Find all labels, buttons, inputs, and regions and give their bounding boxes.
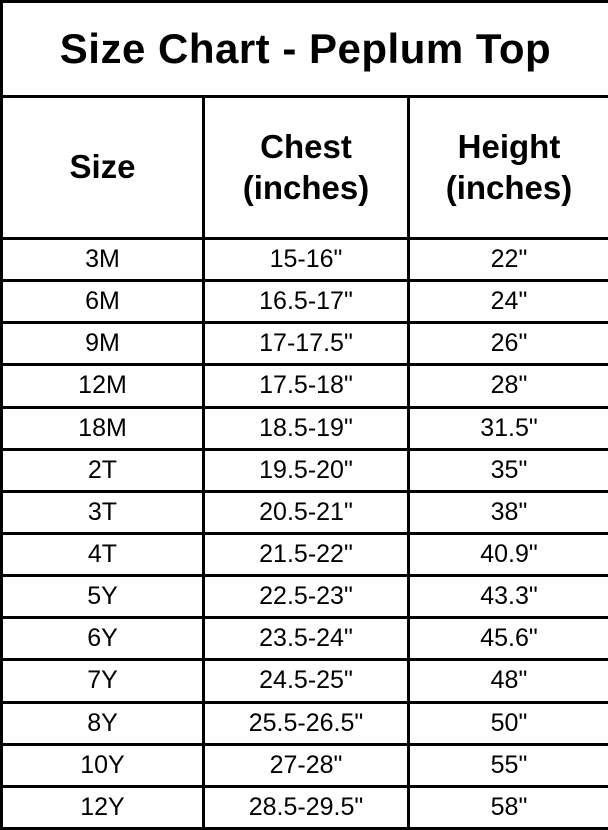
- table-row: 12M 17.5-18" 28": [0, 363, 608, 409]
- table-row: 4T 21.5-22" 40.9": [0, 531, 608, 578]
- table-row: 10Y 27-28" 55": [0, 742, 608, 788]
- height-cell: 40.9": [407, 531, 608, 578]
- chest-cell: 16.5-17": [202, 279, 410, 325]
- size-cell: 12M: [0, 363, 205, 409]
- chest-cell: 23.5-24": [202, 616, 410, 662]
- column-header-chest: Chest (inches): [202, 95, 410, 240]
- chest-cell: 17.5-18": [202, 363, 410, 409]
- chest-cell: 28.5-29.5": [202, 784, 410, 830]
- chest-cell: 27-28": [202, 742, 410, 788]
- size-cell: 6Y: [0, 616, 205, 662]
- header-row: Size Chest (inches) Height (inches): [0, 95, 608, 240]
- height-cell: 35": [407, 447, 608, 493]
- chest-cell: 20.5-21": [202, 489, 410, 535]
- height-cell: 55": [407, 742, 608, 788]
- table-row: 5Y 22.5-23" 43.3": [0, 574, 608, 620]
- height-cell: 50": [407, 700, 608, 746]
- size-cell: 3M: [0, 236, 205, 283]
- height-cell: 24": [407, 279, 608, 325]
- height-cell: 58": [407, 784, 608, 830]
- height-cell: 28": [407, 363, 608, 409]
- chart-title: Size Chart - Peplum Top: [0, 0, 608, 98]
- chest-cell: 22.5-23": [202, 574, 410, 620]
- table-row: 6Y 23.5-24" 45.6": [0, 616, 608, 662]
- size-cell: 8Y: [0, 700, 205, 746]
- chest-cell: 21.5-22": [202, 531, 410, 578]
- size-cell: 3T: [0, 489, 205, 535]
- table-row: 6M 16.5-17" 24": [0, 279, 608, 325]
- size-cell: 7Y: [0, 658, 205, 704]
- chest-cell: 17-17.5": [202, 321, 410, 367]
- table-row: 3M 15-16" 22": [0, 236, 608, 283]
- table-row: 3T 20.5-21" 38": [0, 489, 608, 535]
- chest-cell: 25.5-26.5": [202, 700, 410, 746]
- size-cell: 9M: [0, 321, 205, 367]
- height-cell: 31.5": [407, 405, 608, 451]
- size-cell: 12Y: [0, 784, 205, 830]
- height-cell: 26": [407, 321, 608, 367]
- table-row: 7Y 24.5-25" 48": [0, 658, 608, 704]
- chest-cell: 15-16": [202, 236, 410, 283]
- height-cell: 45.6": [407, 616, 608, 662]
- column-header-size: Size: [0, 95, 205, 240]
- height-cell: 22": [407, 236, 608, 283]
- column-header-height: Height (inches): [407, 95, 608, 240]
- size-cell: 2T: [0, 447, 205, 493]
- chest-cell: 19.5-20": [202, 447, 410, 493]
- title-row: Size Chart - Peplum Top: [0, 0, 608, 98]
- table-row: 12Y 28.5-29.5" 58": [0, 784, 608, 830]
- size-cell: 18M: [0, 405, 205, 451]
- table-row: 2T 19.5-20" 35": [0, 447, 608, 493]
- table-row: 9M 17-17.5" 26": [0, 321, 608, 367]
- chest-cell: 18.5-19": [202, 405, 410, 451]
- table-row: 18M 18.5-19" 31.5": [0, 405, 608, 451]
- size-cell: 6M: [0, 279, 205, 325]
- height-cell: 43.3": [407, 574, 608, 620]
- size-cell: 10Y: [0, 742, 205, 788]
- table-row: 8Y 25.5-26.5" 50": [0, 700, 608, 746]
- size-cell: 4T: [0, 531, 205, 578]
- chest-cell: 24.5-25": [202, 658, 410, 704]
- size-cell: 5Y: [0, 574, 205, 620]
- height-cell: 48": [407, 658, 608, 704]
- height-cell: 38": [407, 489, 608, 535]
